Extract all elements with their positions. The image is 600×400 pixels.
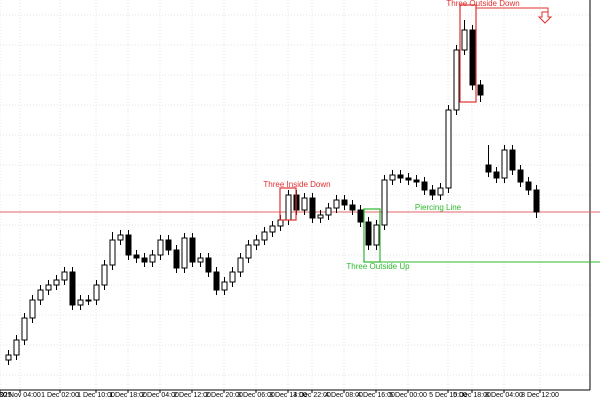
- candle-body: [173, 249, 180, 269]
- candle-body: [469, 29, 476, 86]
- candle-body: [141, 257, 148, 263]
- candle-body: [101, 264, 108, 286]
- pattern-box: [279, 187, 297, 221]
- candle-body: [389, 174, 396, 181]
- x-tick-label: 2 Dec 20:00: [205, 392, 243, 399]
- candle-body: [61, 271, 68, 281]
- candle-body: [245, 244, 252, 259]
- candle-body: [53, 279, 60, 286]
- x-tick-label: 5 Dec 18:00: [453, 392, 491, 399]
- candle-body: [117, 234, 124, 241]
- candle-body: [349, 204, 356, 211]
- x-tick-label: 3 Dec 14:00: [269, 392, 307, 399]
- candle-body: [13, 339, 20, 356]
- x-tick-label: 5 Dec 00:00: [389, 392, 427, 399]
- candle-body: [93, 284, 100, 301]
- candle-body: [509, 149, 516, 171]
- candle-body: [253, 239, 260, 246]
- candle-body: [437, 187, 444, 196]
- candle-body: [149, 254, 156, 263]
- candle-body: [493, 171, 500, 179]
- down-arrow: [537, 11, 553, 24]
- candle-body: [69, 271, 76, 306]
- x-tick-label: 4 Dec 16:00: [357, 392, 395, 399]
- x-tick-label: 2 Dec 04:00: [141, 392, 179, 399]
- candle-body: [533, 189, 540, 213]
- candle-body: [197, 257, 204, 263]
- candle-body: [29, 299, 36, 319]
- candle-body: [5, 354, 12, 361]
- x-tick-label: 1 Dec 02:00: [41, 392, 79, 399]
- candle-body: [269, 225, 276, 233]
- candle-body: [517, 169, 524, 183]
- pattern-label: Three Inside Down: [263, 180, 330, 189]
- candle-body: [501, 149, 508, 179]
- pattern-label: Three Outside Up: [346, 262, 410, 271]
- candle-body: [213, 271, 220, 291]
- candle-body: [125, 234, 132, 256]
- candle-body: [109, 239, 116, 266]
- x-tick-label: 2 Dec 12:00: [173, 392, 211, 399]
- x-tick-label: 1 Dec 10:00: [77, 392, 115, 399]
- pattern-label: Piercing Line: [415, 203, 462, 212]
- candle-body: [429, 189, 436, 196]
- x-tick-label: 4 Dec 08:00: [325, 392, 363, 399]
- candle-body: [237, 257, 244, 273]
- candle-body: [445, 109, 452, 189]
- candle-body: [477, 84, 484, 96]
- x-tick-label: 5 Dec 10:00: [429, 392, 467, 399]
- candle-body: [525, 181, 532, 191]
- candle-body: [221, 281, 228, 291]
- x-tick-label: 025: [0, 392, 12, 399]
- candle-body: [181, 237, 188, 269]
- candle-body: [37, 289, 44, 301]
- candle-body: [381, 179, 388, 226]
- candle-body: [405, 177, 412, 181]
- candle-body: [453, 49, 460, 111]
- candle-body: [85, 299, 92, 302]
- x-tick-label: 8 Dec 12:00: [521, 392, 559, 399]
- candle-body: [461, 29, 468, 51]
- candle-body: [365, 221, 372, 246]
- pattern-box: [363, 208, 381, 263]
- candle-body: [189, 237, 196, 263]
- x-tick-label: 8 Dec 04:00: [485, 392, 523, 399]
- candle-body: [277, 219, 284, 227]
- pattern-connector: [476, 7, 549, 12]
- candle-body: [325, 207, 332, 216]
- candle-body: [45, 284, 52, 291]
- x-tick-label: 30 Nov 04:00: [0, 392, 41, 399]
- pattern-label: Three Outside Down: [446, 0, 519, 8]
- candle-body: [421, 181, 428, 191]
- candle-body: [261, 231, 268, 241]
- candle-body: [229, 271, 236, 283]
- candle-body: [397, 174, 404, 179]
- candle-body: [205, 257, 212, 273]
- x-tick-label: 3 Dec 22:00: [293, 392, 331, 399]
- candle-body: [165, 239, 172, 251]
- candle-body: [341, 199, 348, 206]
- candle-body: [157, 239, 164, 256]
- x-tick-label: 1 Dec 18:00: [109, 392, 147, 399]
- candle-body: [285, 194, 292, 221]
- candle-body: [21, 317, 28, 341]
- candle-body: [317, 214, 324, 219]
- candle-body: [357, 209, 364, 223]
- candle-body: [301, 197, 308, 211]
- candle-body: [413, 179, 420, 183]
- candle-body: [485, 164, 492, 173]
- candle-body: [133, 254, 140, 259]
- pattern-box: [459, 4, 477, 103]
- candle-body: [333, 199, 340, 209]
- candle-body: [309, 197, 316, 219]
- x-tick-label: 3 Dec 06:00: [237, 392, 275, 399]
- candle-body: [373, 224, 380, 246]
- candle-body: [77, 299, 84, 306]
